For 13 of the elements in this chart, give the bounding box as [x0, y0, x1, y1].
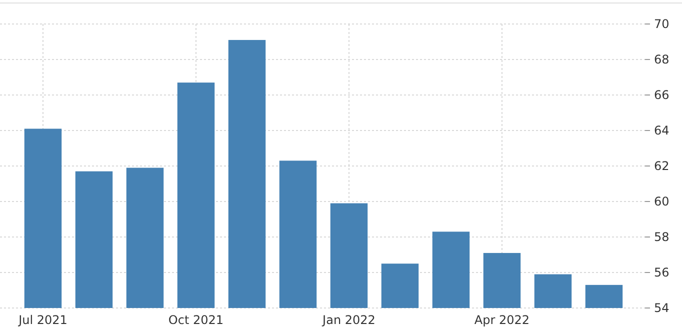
x-tick-label: Jan 2022 — [322, 313, 376, 327]
y-tick-label: 66 — [654, 88, 670, 102]
y-tick-label: 58 — [654, 230, 670, 244]
y-tick-label: 68 — [654, 52, 670, 67]
x-tick-label: Oct 2021 — [168, 313, 224, 327]
y-tick-label: 70 — [654, 17, 670, 32]
y-tick-label: 56 — [654, 266, 670, 280]
y-tick-label: 64 — [654, 124, 670, 138]
y-tick-label: 62 — [654, 159, 670, 174]
x-tick-label: Apr 2022 — [474, 313, 530, 327]
y-tick-label: 60 — [654, 194, 670, 209]
x-tick-label: Jul 2021 — [18, 313, 68, 327]
y-tick-label: 54 — [654, 301, 670, 316]
